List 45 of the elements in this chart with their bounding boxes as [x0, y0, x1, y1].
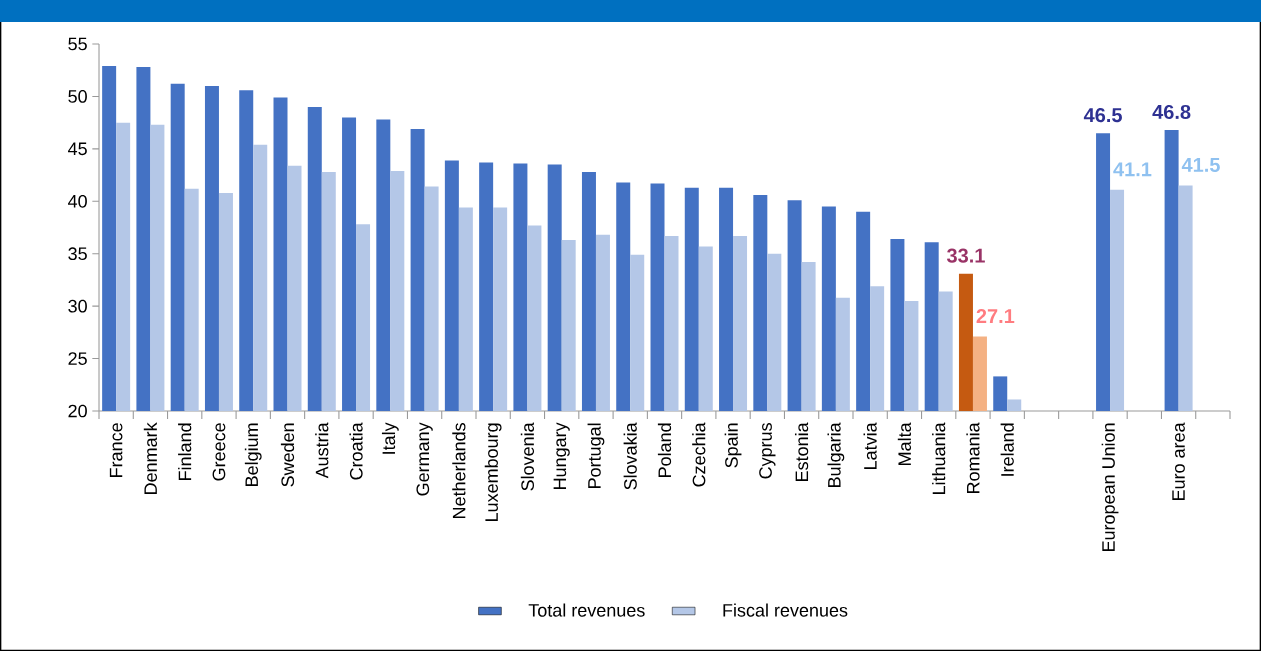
x-tick-label: Malta: [897, 422, 912, 465]
x-tick-label: Croatia: [349, 422, 363, 480]
data-label: 46.5: [1083, 108, 1122, 123]
legend-label: Total revenues: [528, 603, 645, 617]
x-tick-label: Portugal: [587, 423, 605, 488]
x-tick-label: Poland: [657, 423, 672, 477]
x-tick-label: Luxembourg: [484, 423, 502, 521]
x-tick-label: Denmark: [143, 422, 158, 494]
y-tick-label: 55: [68, 37, 87, 51]
x-tick-label: Italy: [381, 422, 399, 454]
x-tick-label: Hungary: [553, 422, 570, 489]
y-tick-label: 35: [68, 247, 87, 261]
x-tick-label: Romania: [966, 422, 980, 493]
x-tick-label: Czechia: [692, 422, 706, 487]
x-tick-label: France: [109, 423, 123, 477]
legend-label: Fiscal revenues: [723, 603, 848, 617]
x-tick-label: Bulgaria: [827, 422, 845, 487]
x-tick-label: Belgium: [244, 423, 262, 486]
x-tick-label: Netherlands: [452, 423, 466, 518]
y-tick-label: 50: [68, 90, 87, 103]
x-tick-label: Slovenia: [520, 422, 535, 491]
data-label: 33.1: [946, 248, 985, 263]
y-tick-label: 45: [68, 142, 87, 156]
x-tick-label: Slovakia: [623, 422, 637, 490]
x-tick-label: Cyprus: [759, 423, 776, 479]
x-tick-label: Lithuania: [932, 422, 946, 494]
x-tick-label: Finland: [178, 423, 192, 480]
x-tick-label: Sweden: [280, 423, 295, 487]
x-tick-label: European Union: [1101, 423, 1119, 551]
y-tick-label: 25: [68, 352, 87, 365]
x-tick-label: Ireland: [1000, 423, 1014, 476]
data-label: 41.5: [1181, 158, 1220, 172]
x-tick-label: Germany: [416, 422, 433, 496]
y-tick-label: 30: [68, 299, 87, 313]
x-tick-label: Estonia: [794, 422, 809, 481]
y-tick-label: 20: [68, 404, 87, 418]
x-tick-label: Austria: [315, 422, 329, 479]
data-label: 27.1: [976, 308, 1015, 323]
data-label: 46.8: [1152, 104, 1191, 120]
x-tick-label: Latvia: [863, 422, 877, 469]
x-tick-label: Greece: [212, 423, 226, 481]
x-tick-label: Euro area: [1172, 422, 1185, 500]
data-label: 41.1: [1113, 162, 1152, 177]
x-tick-label: Spain: [724, 423, 742, 468]
y-tick-label: 40: [68, 194, 87, 208]
